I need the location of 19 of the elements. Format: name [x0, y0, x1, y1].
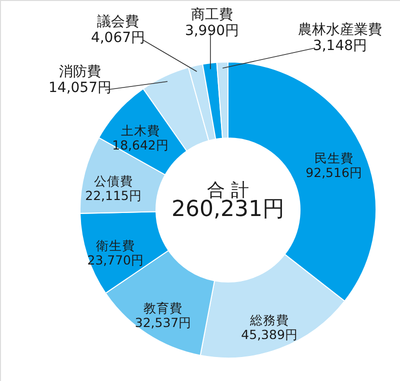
slice-label: 消防費 [59, 64, 101, 80]
data-label: 4,067円 [90, 30, 146, 46]
slice-label: 衛生費 [96, 238, 136, 254]
slice-label: 商工費 [191, 7, 233, 23]
slice-label: 議会費 [97, 14, 139, 30]
data-label: 18,642円 [112, 137, 169, 152]
slice-label: 総務費 [249, 312, 290, 328]
data-label: 92,516円 [306, 164, 362, 180]
data-label: 32,537円 [134, 315, 192, 330]
data-label: 3,990円 [184, 23, 240, 39]
slice-label: 公債費 [94, 174, 133, 189]
data-label: 3,148円 [312, 38, 368, 54]
slice-label: 土木費 [121, 122, 160, 138]
data-label: 45,389円 [241, 326, 298, 342]
data-label: 14,057円 [48, 80, 112, 96]
slice-label: 教育費 [144, 300, 183, 316]
data-label: 22,115円 [85, 188, 142, 204]
slice-label: 農林水産業費 [298, 22, 382, 38]
slice-label: 民生費 [314, 150, 354, 166]
